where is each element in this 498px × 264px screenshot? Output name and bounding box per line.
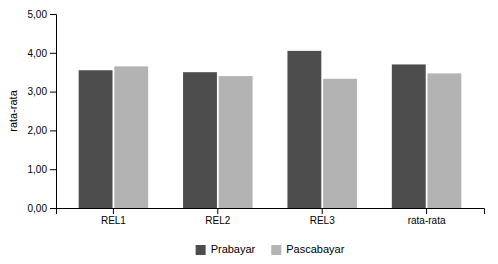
y-tick: 5,00 [28,9,56,20]
x-tick: REL1 [101,208,126,226]
bar [287,51,321,208]
x-axis: REL1 REL2 REL3 rata-rata [57,208,485,226]
bar [79,70,113,208]
y-tick-label: 2,00 [28,125,48,136]
x-tick-mark [426,208,427,214]
y-tick-mark [50,208,56,209]
x-tick: rata-rata [408,208,446,226]
bar-series [79,51,426,208]
x-axis-line [57,209,485,215]
legend-swatch [196,245,206,255]
bar [392,64,426,208]
y-tick-label: 0,00 [28,203,48,214]
legend-item: Pascabayar [271,243,344,255]
legend-label: Pascabayar [286,243,344,255]
y-tick-mark [50,14,56,15]
y-tick-mark [50,169,56,170]
bars [79,51,462,208]
y-tick: 2,00 [28,125,56,136]
y-tick-mark [50,92,56,93]
plot: 0,00 1,00 2,00 3,00 4,00 5,00 REL1 REL2 REL3 rata… [28,9,485,226]
y-tick-mark [50,53,56,54]
x-tick-label: REL1 [101,215,126,226]
bar [427,73,461,208]
x-tick: REL3 [310,208,335,226]
legend-item: Prabayar [196,243,256,255]
bar [114,66,148,208]
chart: 0,00 1,00 2,00 3,00 4,00 5,00 REL1 REL2 REL3 rata… [0,0,498,264]
x-tick-mark [322,208,323,214]
y-tick-label: 4,00 [28,48,48,59]
y-tick: 4,00 [28,48,56,59]
y-tick-label: 1,00 [28,164,48,175]
legend: Prabayar Pascabayar [196,243,345,255]
y-axis-title: rata-rata [7,89,19,131]
y-axis-line [50,15,57,209]
x-tick: REL2 [205,208,230,226]
legend-label: Prabayar [211,243,256,255]
y-tick-mark [50,130,56,131]
bar [323,79,357,208]
x-tick-label: REL2 [205,215,230,226]
y-tick: 0,00 [28,203,56,214]
bar [183,72,217,208]
y-tick-label: 3,00 [28,86,48,97]
bar [219,76,253,208]
legend-swatch [271,245,281,255]
bar-series [114,66,461,208]
x-tick-label: rata-rata [408,215,446,226]
y-axis: 0,00 1,00 2,00 3,00 4,00 5,00 [28,9,57,214]
x-tick-label: REL3 [310,215,335,226]
y-tick: 3,00 [28,86,56,97]
x-tick-mark [217,208,218,214]
x-tick-mark [113,208,114,214]
y-tick-label: 5,00 [28,9,48,20]
y-tick: 1,00 [28,164,56,175]
